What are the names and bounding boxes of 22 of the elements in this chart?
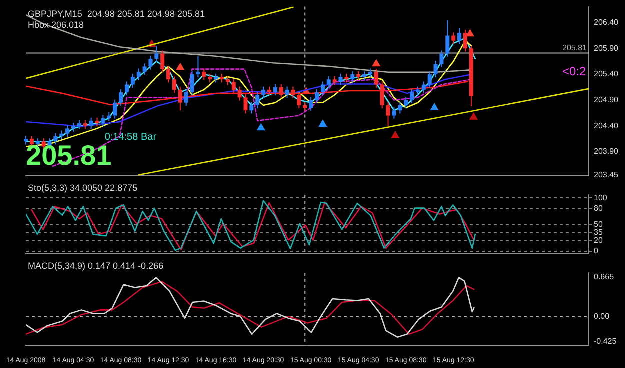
- y-tick-label: 0.00: [594, 312, 610, 321]
- y-tick-label: 100: [594, 193, 608, 202]
- y-tick-label: 0: [594, 246, 599, 256]
- y-tick-label: -0.425: [594, 336, 618, 346]
- annotation: <0:2: [562, 64, 586, 78]
- y-tick-label: 203.90: [594, 147, 620, 156]
- chart-title: Sto(5,3,3) 34.0050 22.8775: [28, 182, 138, 193]
- y-tick-label: 205.90: [594, 44, 620, 53]
- ref-line-label: 205.81: [562, 43, 588, 52]
- y-tick-label: 204.90: [594, 95, 620, 104]
- y-tick-label: 204.40: [594, 121, 620, 130]
- y-tick-label: 50: [594, 220, 604, 230]
- text: Hbox 206.018: [28, 20, 84, 30]
- y-tick-label: 35: [594, 228, 604, 238]
- chart-title: GBPJPY,M15 204.98 205.81 204.98 205.81: [28, 8, 205, 19]
- y-tick-label: 80: [594, 204, 604, 214]
- y-tick-label: 20: [594, 236, 604, 246]
- y-tick-label: 206.40: [594, 18, 620, 28]
- y-tick-label: 205.40: [594, 70, 620, 79]
- y-tick-label: 0.665: [594, 272, 615, 282]
- y-tick-label: 203.45: [594, 170, 620, 180]
- chart-title: MACD(5,34,9) 0.147 0.414 -0.266: [28, 260, 164, 271]
